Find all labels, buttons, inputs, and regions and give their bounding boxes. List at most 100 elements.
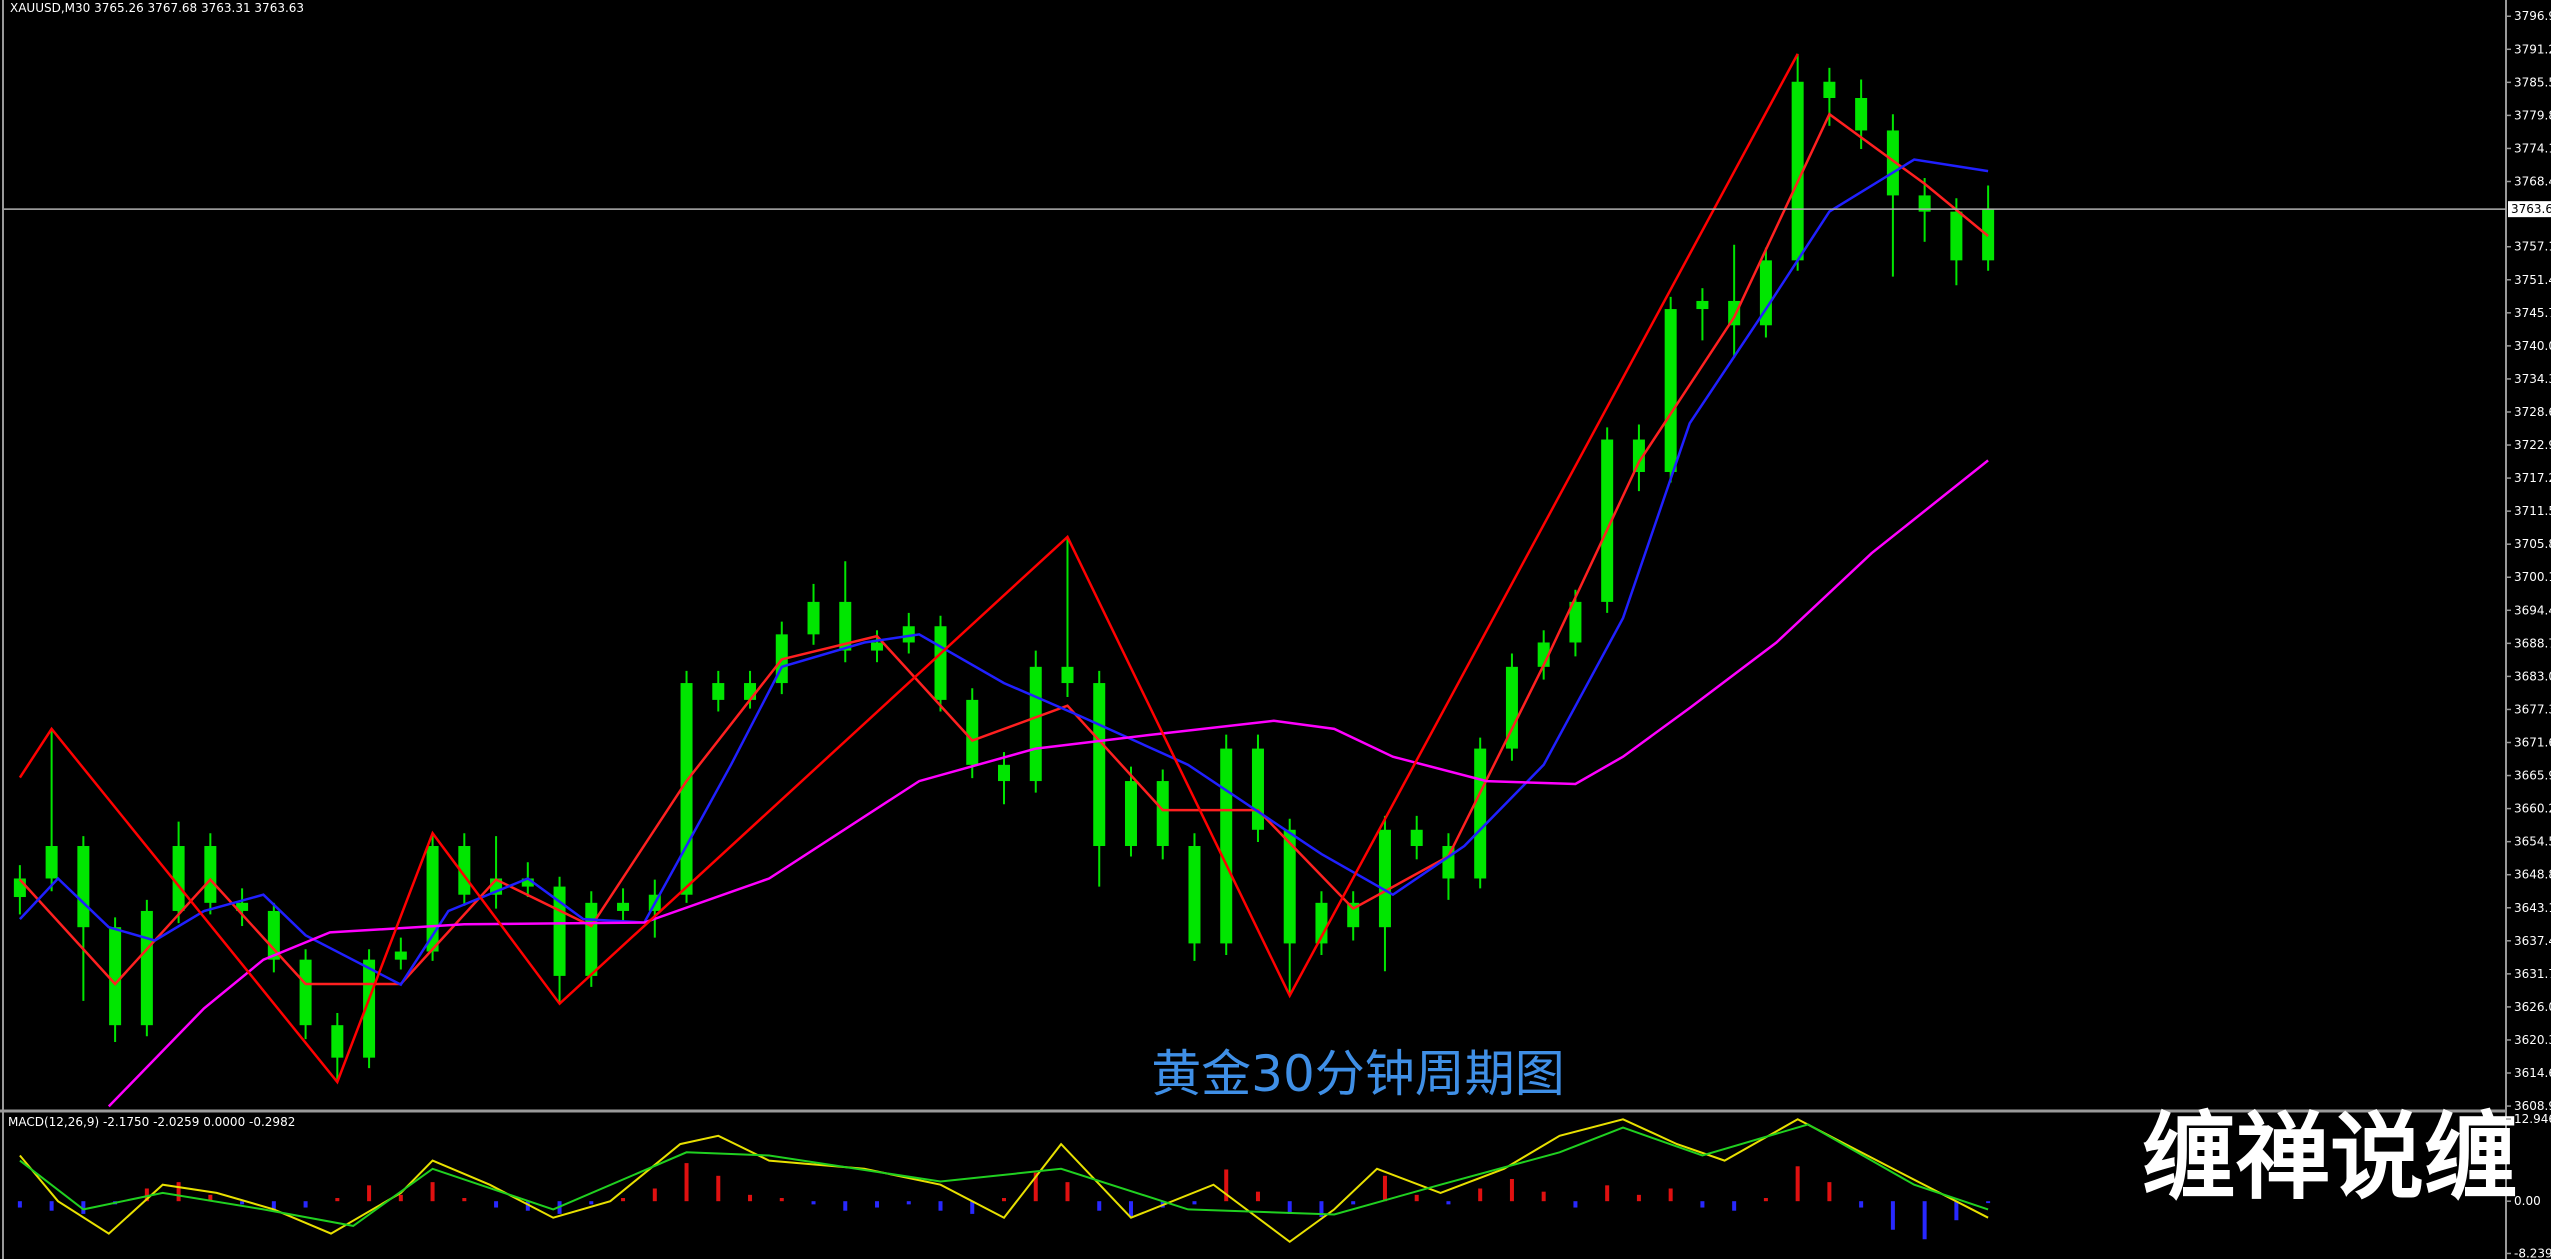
macd-bar [811,1201,816,1205]
moving-average [107,459,1989,1108]
y-tick-label: 3688.75 [2514,636,2551,650]
y-tick-label: 3711.55 [2514,504,2551,518]
macd-line [19,1123,1989,1227]
y-tick-label: 12.9462 [2514,1112,2551,1126]
y-tick-label: 3677.35 [2514,702,2551,716]
macd-bar [843,1201,848,1211]
y-tick-label: 3728.65 [2514,405,2551,419]
macd-bar [462,1198,467,1202]
macd-bar [1351,1201,1356,1205]
candle-body [1918,195,1931,212]
candle-body [1188,846,1201,944]
macd-bar [589,1201,594,1205]
candle-body [1061,666,1074,684]
macd-bar [1224,1169,1229,1202]
last-price-label: 3763.63 [2511,202,2551,216]
y-tick-label: 3694.45 [2514,603,2551,617]
macd-bar [1255,1191,1260,1202]
y-tick-label: 3648.85 [2514,868,2551,882]
candle-body [1696,300,1709,310]
macd-bar [906,1201,911,1205]
candle-body [172,846,185,911]
macd-bar [748,1194,753,1202]
candle-body [712,683,725,700]
y-tick-label: 3608.95 [2514,1099,2551,1113]
macd-header: MACD(12,26,9) -2.1750 -2.0259 0.0000 -0.… [8,1115,295,1129]
macd-bar [1478,1188,1483,1202]
macd-bar [1033,1172,1038,1202]
candle-body [585,902,598,976]
y-tick-label: 3796.90 [2514,9,2551,23]
candle-body [45,846,58,879]
candle-body [1442,846,1455,879]
macd-bar [1192,1201,1197,1205]
last-price-box [2508,201,2551,218]
macd-bar [1795,1166,1800,1202]
candle-body [204,846,217,903]
candle-body [1156,781,1169,847]
macd-bar [1636,1194,1641,1202]
candle-body [458,846,471,895]
candle-body [1728,300,1741,326]
zigzag [18,53,1799,1085]
candle-body [617,902,630,911]
y-tick-label: 3751.45 [2514,273,2551,287]
candle-body [744,683,757,700]
y-tick-label: 3774.10 [2514,141,2551,155]
candle-body [1378,829,1391,928]
macd-bar [398,1194,403,1202]
candle-body [1124,781,1137,847]
y-tick-label: 3671.65 [2514,736,2551,750]
y-tick-label: 3717.25 [2514,471,2551,485]
macd-bar [335,1198,340,1202]
y-tick-label: 3705.85 [2514,537,2551,551]
macd-bar [1509,1178,1514,1202]
y-tick-label: 3665.95 [2514,769,2551,783]
candle-body [1759,260,1772,326]
macd-bar [621,1198,626,1202]
macd-bar [1859,1201,1864,1208]
y-tick-label: 3740.05 [2514,339,2551,353]
candle-body [1664,309,1677,473]
candle-body [934,626,947,700]
macd-bar [1668,1188,1673,1202]
y-tick-label: 0.00 [2514,1194,2541,1208]
y-tick-label: 3683.05 [2514,669,2551,683]
macd-bar [1954,1201,1959,1221]
y-tick-label: 3700.15 [2514,570,2551,584]
macd-bar [49,1201,54,1211]
macd-bar [525,1201,530,1211]
y-tick-label: 3660.25 [2514,802,2551,816]
candle-body [998,764,1010,782]
candle-body [902,626,915,643]
macd-bar [367,1185,372,1202]
candle-body [331,1025,344,1058]
y-tick-label: 3779.80 [2514,108,2551,122]
macd-bar [1128,1201,1133,1218]
macd-bar [144,1188,149,1202]
y-tick-label: 3785.50 [2514,75,2551,89]
y-tick-label: 3620.35 [2514,1033,2551,1047]
macd-bar [1732,1201,1737,1211]
candle-body [966,699,979,765]
macd-bar [1700,1201,1705,1208]
candle-body [1950,211,1963,261]
macd-bar [1065,1182,1070,1202]
candle-body [1347,902,1360,928]
candle-body [394,951,407,960]
candle-body [521,878,534,887]
macd-bar [1573,1201,1578,1208]
candle-body [299,959,312,1026]
moving-average [18,158,1989,987]
y-tick-label: 3643.15 [2514,901,2551,915]
macd-bar [1986,1201,1991,1204]
macd-bar [684,1163,689,1202]
watermark: 缠禅说缠 [2142,1104,2518,1213]
candle-body [1632,439,1645,473]
y-tick-label: 3637.45 [2514,934,2551,948]
candle-body [1601,439,1614,602]
y-tick-label: 3631.75 [2514,967,2551,981]
macd-bar [652,1188,657,1202]
macd-bar [1414,1194,1419,1202]
